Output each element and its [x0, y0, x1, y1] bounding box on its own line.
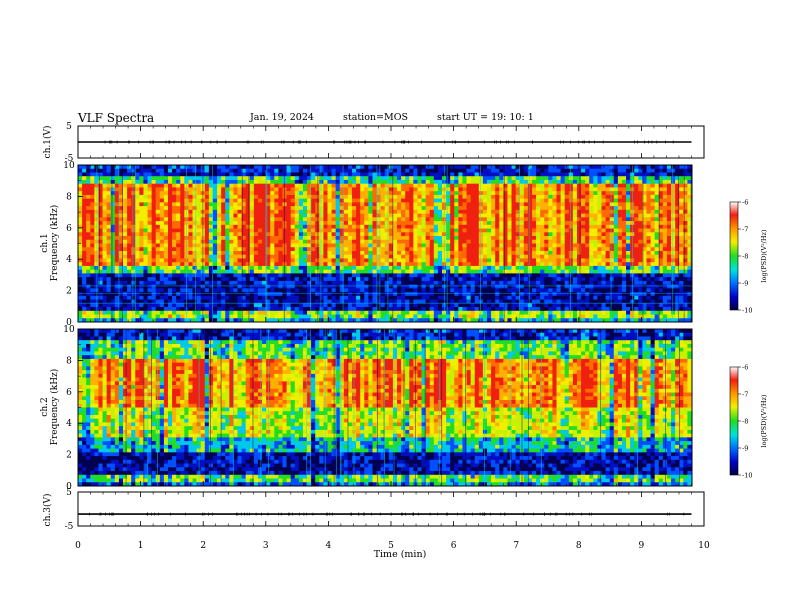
ch2-colorbar: log(PSD)(V²/Hz) -6 -7 -8 -9 -10 — [729, 364, 768, 480]
ch1-waveform-trace — [78, 140, 692, 144]
colorbar-tick-label: -9 — [742, 445, 748, 453]
colorbar-tick-label: -7 — [742, 391, 748, 399]
ch1-colorbar-label: log(PSD)(V²/Hz) — [760, 229, 768, 282]
colorbar-tick-label: -7 — [742, 226, 748, 234]
y-tick-label: 0 — [66, 482, 72, 492]
x-tick-label: 10 — [698, 541, 710, 551]
x-tick-label: 5 — [388, 541, 394, 551]
ch3-waveform-frame — [77, 491, 705, 527]
y-tick-label: 8 — [66, 356, 72, 366]
y-tick-label: 10 — [63, 325, 75, 335]
y-tick-label: 8 — [66, 192, 72, 202]
colorbar-tick-label: -6 — [742, 199, 748, 207]
ch2-spectrogram-image — [78, 329, 692, 487]
x-tick-label: 4 — [326, 541, 332, 551]
colorbar-tick-label: -6 — [742, 364, 748, 372]
ch3-waveform-trace — [78, 512, 692, 516]
colorbar-tick-label: -9 — [742, 280, 748, 288]
y-tick-label: 5 — [66, 488, 72, 498]
y-tick-label: 6 — [66, 224, 72, 234]
colorbar-tick-label: -10 — [742, 307, 752, 315]
x-tick-label: 3 — [263, 541, 269, 551]
ch2-frequency-ylabel: Frequency (kHz) — [49, 369, 60, 446]
x-tick-label: 0 — [75, 541, 81, 551]
x-tick-label: 8 — [576, 541, 582, 551]
ch2-colorbar-label: log(PSD)(V²/Hz) — [760, 394, 768, 447]
ch1-frequency-ylabel: Frequency (kHz) — [49, 205, 60, 282]
ch2-channel-label: ch.2 — [40, 397, 50, 416]
y-tick-label: 2 — [66, 451, 72, 461]
ch1-channel-label: ch.1 — [40, 233, 50, 252]
y-tick-label: 10 — [63, 161, 75, 171]
y-tick-label: -5 — [65, 154, 74, 164]
y-tick-label: 6 — [66, 388, 72, 398]
x-tick-label: 9 — [639, 541, 645, 551]
y-tick-label: 4 — [66, 255, 72, 265]
x-tick-label: 2 — [200, 541, 206, 551]
y-tick-label: 0 — [66, 318, 72, 328]
x-tick-label: 6 — [451, 541, 457, 551]
x-tick-label: 1 — [138, 541, 144, 551]
colorbar-tick-label: -8 — [742, 253, 748, 261]
date-label: Jan. 19, 2024 — [250, 112, 314, 123]
start-time-label: start UT = 19: 10: 1 — [437, 112, 534, 123]
y-tick-label: 4 — [66, 419, 72, 429]
y-tick-label: 2 — [66, 287, 72, 297]
y-tick-label: 5 — [66, 122, 72, 132]
x-tick-label: 7 — [513, 541, 519, 551]
ch1-waveform-ylabel: ch.1(V) — [42, 126, 53, 159]
x-axis-label: Time (min) — [374, 549, 427, 560]
ch1-spectrogram-image — [78, 165, 692, 323]
station-label: station=MOS — [343, 112, 409, 123]
colorbar-tick-label: -10 — [742, 472, 752, 480]
colorbar-tick-label: -8 — [742, 418, 748, 426]
ch3-waveform-ylabel: ch.3(V) — [42, 494, 53, 527]
ch1-colorbar: log(PSD)(V²/Hz) -6 -7 -8 -9 -10 — [729, 199, 768, 315]
chart-title: VLF Spectra — [78, 111, 155, 125]
y-tick-label: -5 — [65, 522, 74, 532]
